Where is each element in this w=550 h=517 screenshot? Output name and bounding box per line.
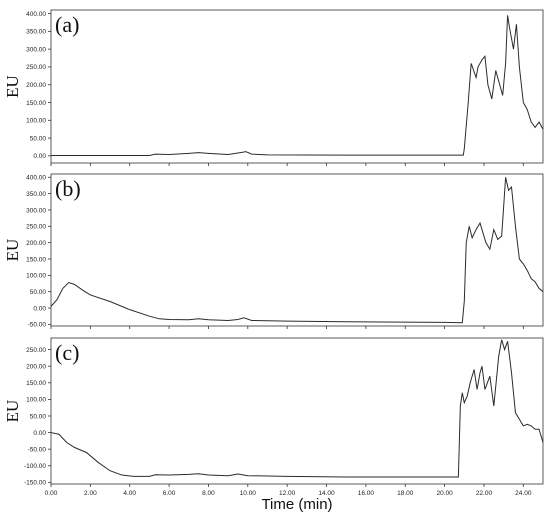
y-tick-label: -100.00 <box>24 463 46 470</box>
series-line <box>51 15 544 157</box>
panel-a: 0.00 50.00 100.00 150.00 200.00 250.00 300.00 3… <box>3 9 544 166</box>
x-tick-label: 8.00 <box>202 490 215 497</box>
plot-frame <box>50 337 544 485</box>
y-tick-label: 250.00 <box>26 64 46 71</box>
y-tick-label: 300.00 <box>26 207 46 214</box>
x-tick-label: 0.00 <box>45 490 58 497</box>
y-tick-label: -50.00 <box>28 322 47 329</box>
y-tick-label: 50.00 <box>30 413 47 420</box>
x-axis-label: Time (min) <box>261 496 332 513</box>
y-tick-label: 150.00 <box>26 100 46 107</box>
y-tick-label: 50.00 <box>30 289 47 296</box>
series-line <box>50 177 544 324</box>
y-tick-label: 100.00 <box>26 273 46 280</box>
y-tick-label: 300.00 <box>26 46 46 53</box>
y-axis-label: EU <box>3 239 22 262</box>
y-tick-label: 200.00 <box>26 240 46 247</box>
y-tick-label: 200.00 <box>26 82 46 89</box>
x-tick-label: 22.00 <box>476 490 493 497</box>
series-line <box>50 339 544 478</box>
plot-frame <box>50 9 544 164</box>
panel-b: -50.00 0.00 50.00 100.00 150.00 200.00 250.00 3… <box>3 173 544 329</box>
x-tick-label: 4.00 <box>123 490 136 497</box>
x-tick-label: 14.00 <box>318 490 335 497</box>
y-tick-label: 200.00 <box>26 364 46 371</box>
y-tick-label: 400.00 <box>26 11 46 18</box>
y-tick-label: 350.00 <box>26 29 46 36</box>
y-tick-label: 250.00 <box>26 224 46 231</box>
y-tick-label: 100.00 <box>26 397 46 404</box>
y-tick-label: 100.00 <box>26 118 46 125</box>
y-tick-label: 50.00 <box>30 135 47 142</box>
plot-frame <box>50 173 544 327</box>
y-tick-label: -50.00 <box>28 446 47 453</box>
y-tick-label: 0.00 <box>33 153 46 160</box>
y-axis-label: EU <box>3 400 22 423</box>
panel-label: (b) <box>55 176 81 201</box>
x-tick-label: 2.00 <box>84 490 97 497</box>
x-tick-label: 18.00 <box>397 490 414 497</box>
y-tick-label: 0.00 <box>33 430 46 437</box>
x-tick-label: 12.00 <box>279 490 296 497</box>
panel-c: -150.00 -100.00 -50.00 0.00 50.00 100.00 150.0… <box>3 337 544 497</box>
y-tick-label: 250.00 <box>26 347 46 354</box>
x-tick-label: 16.00 <box>358 490 375 497</box>
y-tick-label: 0.00 <box>33 305 46 312</box>
y-tick-label: 350.00 <box>26 191 46 198</box>
y-tick-label: 400.00 <box>26 175 46 182</box>
y-axis-label: EU <box>3 75 22 98</box>
x-tick-label: 10.00 <box>240 490 257 497</box>
x-tick-label: 24.00 <box>515 490 532 497</box>
panel-label: (c) <box>55 340 79 365</box>
y-tick-label: 150.00 <box>26 256 46 263</box>
y-tick-label: 150.00 <box>26 380 46 387</box>
panels-group: 0.00 50.00 100.00 150.00 200.00 250.00 300.00 3… <box>3 9 544 497</box>
panel-label: (a) <box>55 12 79 37</box>
y-tick-label: -150.00 <box>24 480 46 487</box>
x-tick-label: 20.00 <box>436 490 453 497</box>
x-tick-label: 6.00 <box>163 490 176 497</box>
